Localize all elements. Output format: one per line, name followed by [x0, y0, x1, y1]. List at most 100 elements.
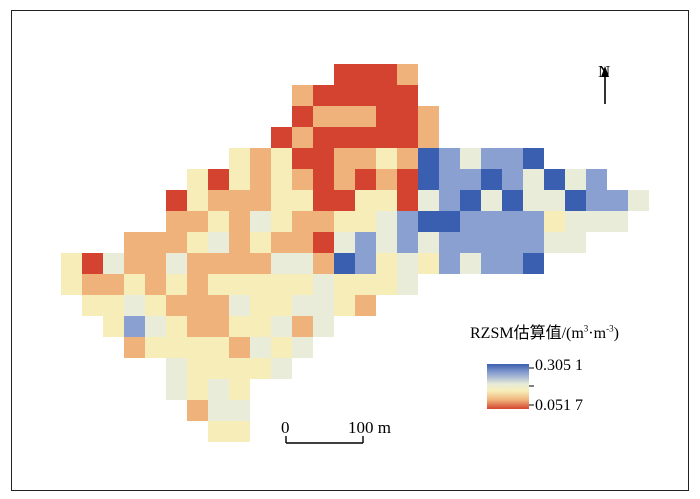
- raster-cell: [229, 400, 250, 421]
- raster-cell: [271, 148, 292, 169]
- raster-cell: [607, 211, 628, 232]
- raster-cell: [502, 148, 523, 169]
- raster-cell: [229, 253, 250, 274]
- raster-cell: [166, 232, 187, 253]
- raster-cell: [208, 274, 229, 295]
- raster-cell: [355, 211, 376, 232]
- raster-cell: [103, 274, 124, 295]
- raster-cell: [502, 169, 523, 190]
- raster-cell: [418, 253, 439, 274]
- raster-cell: [313, 274, 334, 295]
- raster-cell: [313, 316, 334, 337]
- raster-cell: [250, 337, 271, 358]
- raster-cell: [565, 211, 586, 232]
- raster-cell: [271, 211, 292, 232]
- raster-cell: [439, 148, 460, 169]
- raster-cell: [208, 169, 229, 190]
- raster-cell: [166, 337, 187, 358]
- raster-cell: [313, 232, 334, 253]
- raster-cell: [607, 190, 628, 211]
- raster-cell: [229, 358, 250, 379]
- raster-cell: [355, 274, 376, 295]
- raster-cell: [166, 190, 187, 211]
- raster-cell: [250, 358, 271, 379]
- raster-cell: [502, 190, 523, 211]
- raster-cell: [376, 85, 397, 106]
- raster-cell: [292, 295, 313, 316]
- raster-cell: [376, 169, 397, 190]
- raster-cell: [376, 127, 397, 148]
- raster-cell: [439, 169, 460, 190]
- raster-cell: [292, 316, 313, 337]
- raster-cell: [124, 274, 145, 295]
- raster-cell: [271, 232, 292, 253]
- raster-cell: [460, 253, 481, 274]
- raster-cell: [292, 253, 313, 274]
- raster-cell: [187, 169, 208, 190]
- raster-cell: [355, 190, 376, 211]
- raster-cell: [187, 190, 208, 211]
- raster-cell: [418, 127, 439, 148]
- raster-cell: [523, 211, 544, 232]
- raster-cell: [292, 211, 313, 232]
- north-arrow-icon: [601, 66, 609, 104]
- raster-cell: [334, 253, 355, 274]
- raster-cell: [82, 253, 103, 274]
- raster-cell: [544, 232, 565, 253]
- raster-cell: [187, 274, 208, 295]
- raster-cell: [397, 106, 418, 127]
- raster-cell: [292, 85, 313, 106]
- raster-cell: [229, 190, 250, 211]
- raster-cell: [229, 337, 250, 358]
- raster-cell: [271, 316, 292, 337]
- raster-cell: [313, 211, 334, 232]
- raster-cell: [313, 190, 334, 211]
- legend-min-label: 0.051 7: [535, 397, 583, 414]
- raster-cell: [271, 358, 292, 379]
- raster-cell: [292, 148, 313, 169]
- raster-cell: [229, 379, 250, 400]
- raster-cell: [460, 232, 481, 253]
- legend-max-label: 0.305 1: [535, 357, 583, 374]
- raster-cell: [334, 106, 355, 127]
- raster-cell: [145, 337, 166, 358]
- raster-cell: [460, 148, 481, 169]
- raster-cell: [355, 169, 376, 190]
- raster-cell: [208, 421, 229, 442]
- raster-cell: [250, 211, 271, 232]
- raster-cell: [397, 127, 418, 148]
- raster-cell: [355, 148, 376, 169]
- raster-cell: [334, 295, 355, 316]
- raster-cell: [250, 253, 271, 274]
- raster-cell: [334, 148, 355, 169]
- raster-cell: [502, 211, 523, 232]
- raster-cell: [124, 295, 145, 316]
- raster-cell: [460, 211, 481, 232]
- raster-cell: [523, 148, 544, 169]
- raster-cell: [334, 85, 355, 106]
- raster-cell: [103, 316, 124, 337]
- raster-cell: [355, 295, 376, 316]
- raster-cell: [544, 211, 565, 232]
- raster-cell: [166, 253, 187, 274]
- raster-cell: [334, 64, 355, 85]
- raster-cell: [418, 106, 439, 127]
- raster-cell: [418, 148, 439, 169]
- raster-cell: [229, 295, 250, 316]
- raster-cell: [208, 358, 229, 379]
- raster-cell: [376, 64, 397, 85]
- raster-cell: [292, 127, 313, 148]
- raster-cell: [103, 253, 124, 274]
- raster-cell: [376, 211, 397, 232]
- raster-cell: [397, 190, 418, 211]
- raster-cell: [250, 190, 271, 211]
- raster-cell: [166, 358, 187, 379]
- raster-cell: [271, 169, 292, 190]
- raster-cell: [418, 190, 439, 211]
- raster-cell: [481, 169, 502, 190]
- raster-cell: [208, 379, 229, 400]
- raster-cell: [628, 190, 649, 211]
- raster-cell: [355, 127, 376, 148]
- scale-start-label: 0: [281, 418, 290, 437]
